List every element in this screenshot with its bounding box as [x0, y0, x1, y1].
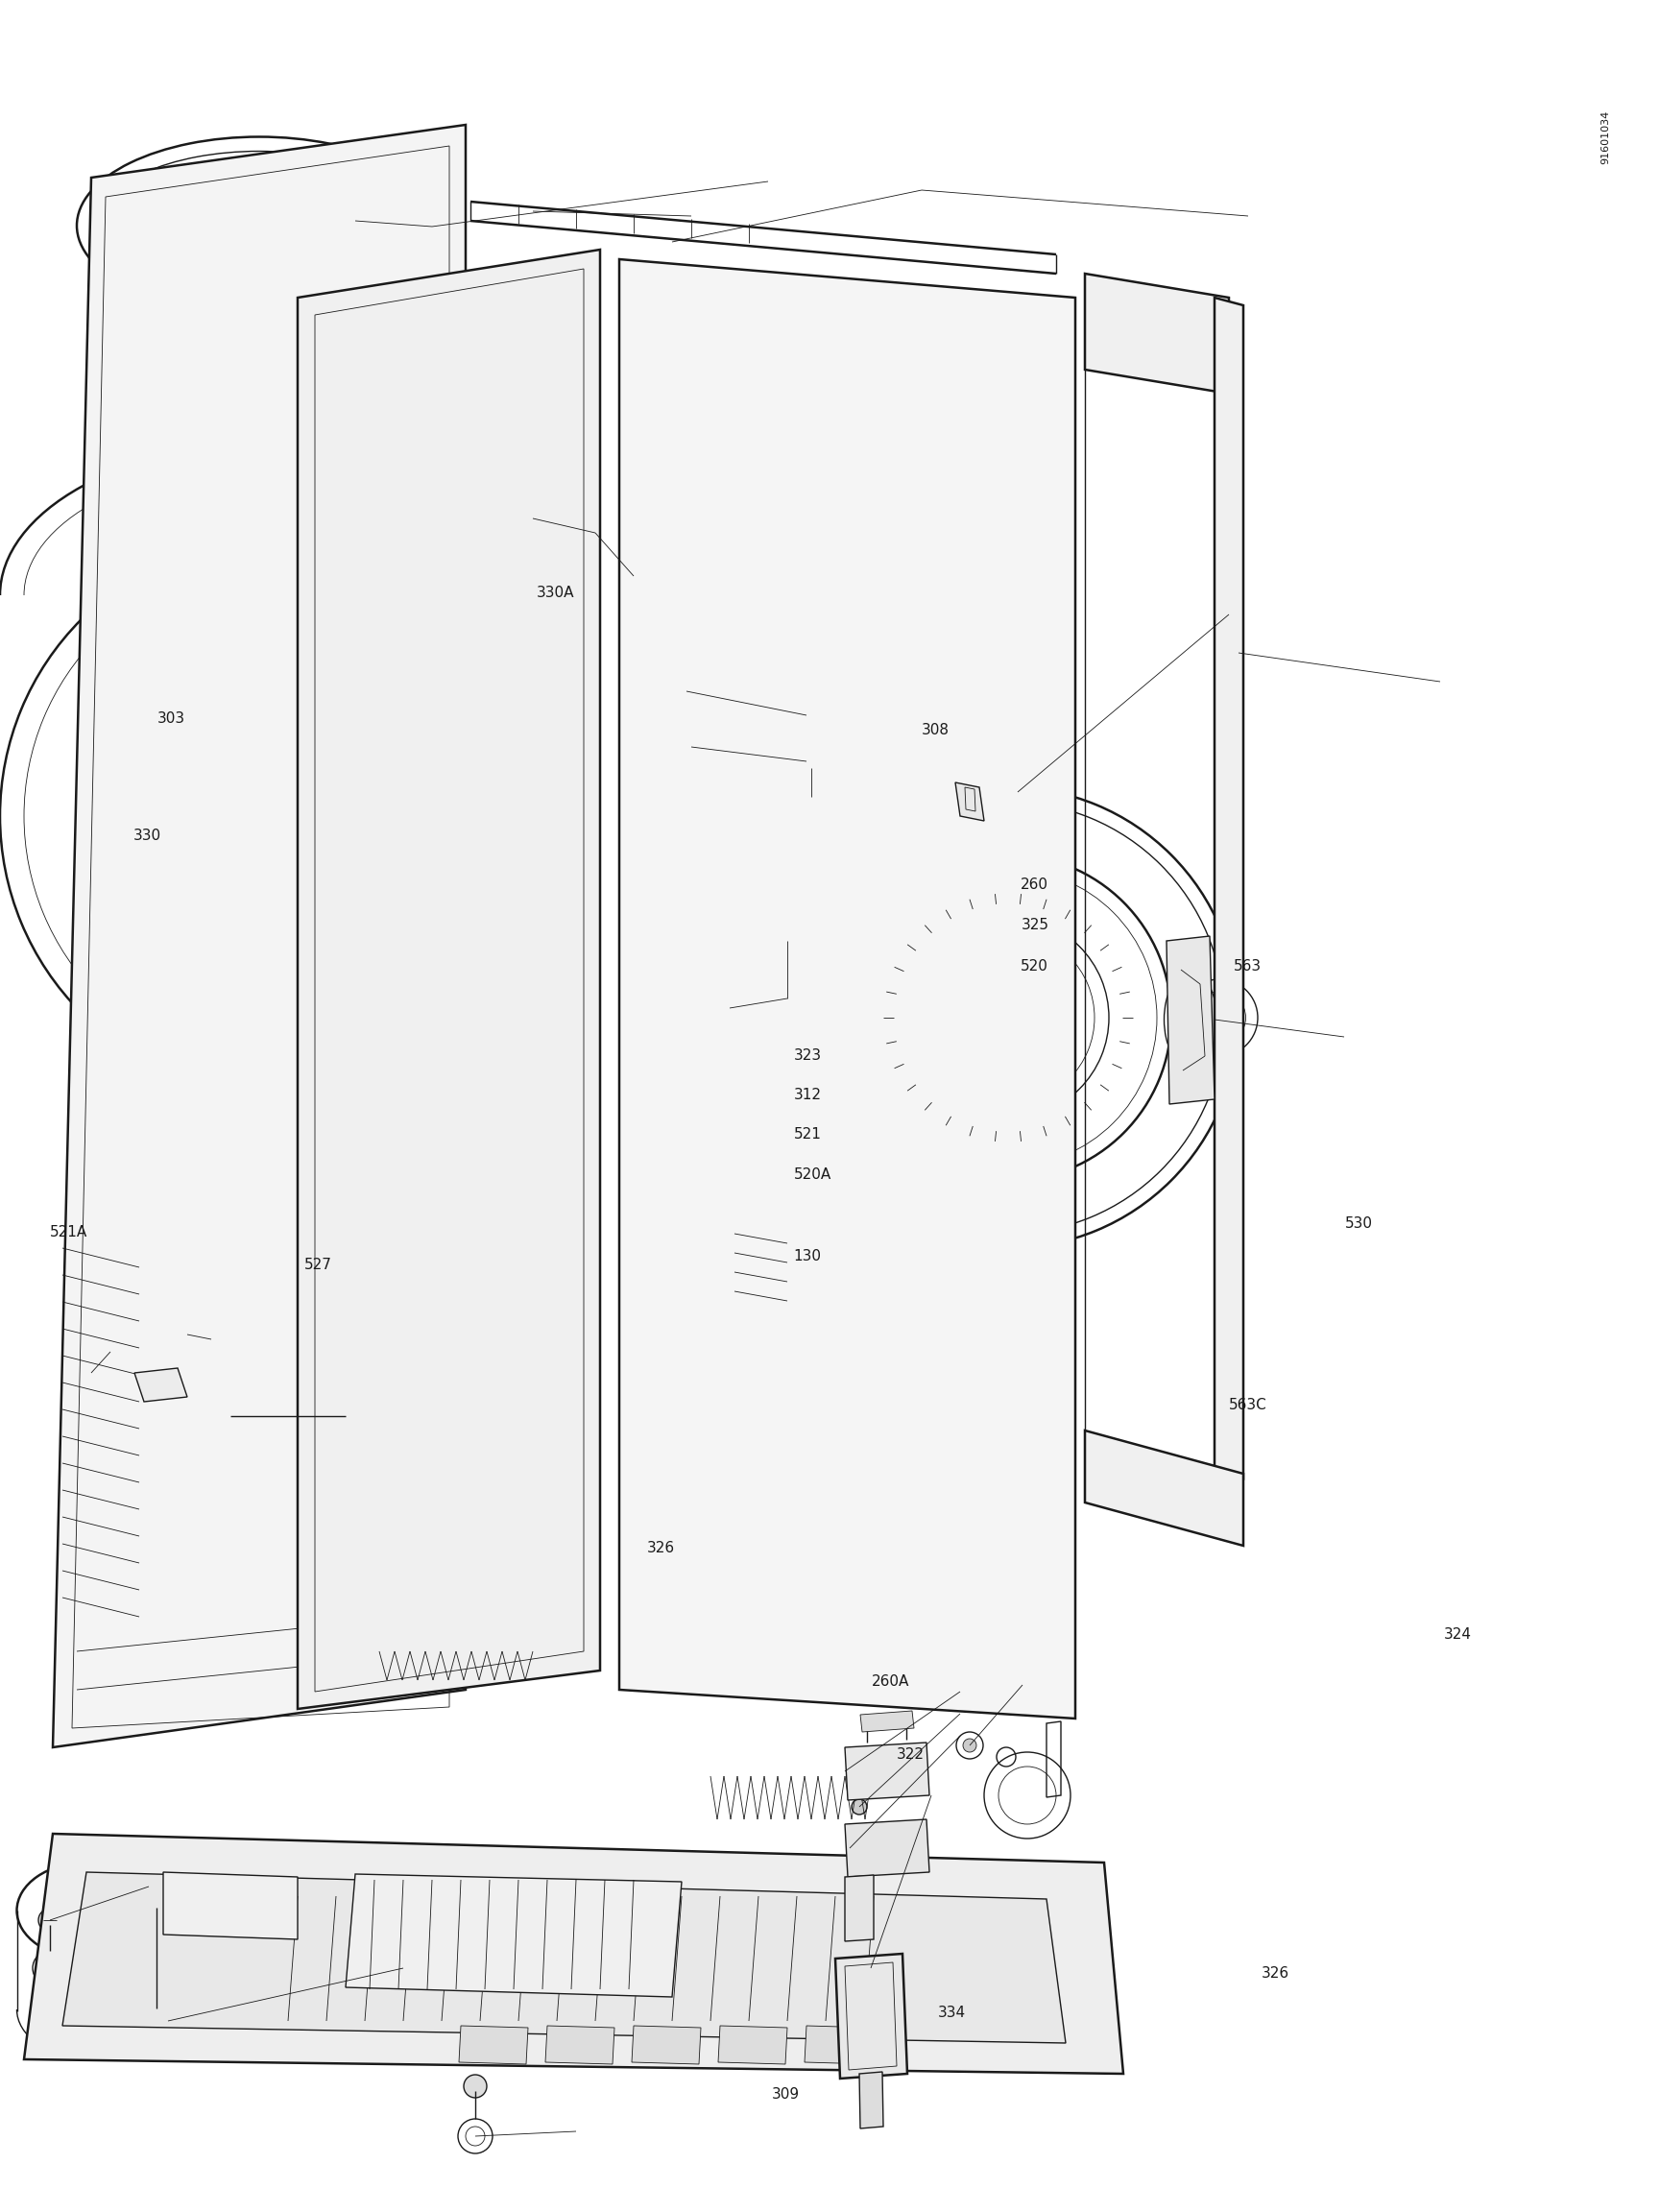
Polygon shape [163, 1871, 297, 1940]
Text: 91601034: 91601034 [1600, 111, 1610, 164]
Text: 563C: 563C [1228, 1398, 1267, 1411]
Circle shape [795, 743, 818, 765]
Polygon shape [845, 1818, 930, 1878]
Text: 563: 563 [1233, 960, 1262, 973]
Polygon shape [1086, 274, 1228, 394]
Polygon shape [954, 783, 984, 821]
Text: 521A: 521A [50, 1225, 88, 1239]
Polygon shape [1215, 299, 1243, 1478]
Text: 330A: 330A [536, 586, 574, 599]
Polygon shape [134, 1367, 188, 1402]
Text: 520A: 520A [793, 1168, 832, 1181]
Polygon shape [845, 1743, 930, 1801]
Polygon shape [719, 2026, 787, 2064]
Circle shape [852, 1798, 867, 1814]
Polygon shape [53, 124, 466, 1747]
Polygon shape [345, 1874, 682, 1997]
Text: 325: 325 [1021, 918, 1049, 931]
Text: 326: 326 [1262, 1966, 1290, 1980]
Text: 521: 521 [793, 1128, 822, 1141]
Polygon shape [860, 1710, 915, 1732]
Text: 324: 324 [1444, 1628, 1472, 1641]
Text: 520: 520 [1021, 960, 1049, 973]
Text: 334: 334 [938, 2006, 966, 2020]
Circle shape [463, 2075, 486, 2097]
Text: 527: 527 [304, 1259, 332, 1272]
Circle shape [963, 1739, 976, 1752]
Text: 130: 130 [793, 1250, 822, 1263]
Circle shape [38, 1909, 61, 1931]
Polygon shape [619, 259, 1076, 1719]
Text: 309: 309 [772, 2088, 800, 2101]
Polygon shape [546, 2026, 614, 2064]
Text: 323: 323 [793, 1048, 822, 1062]
Polygon shape [860, 2073, 883, 2128]
Polygon shape [845, 1876, 873, 1942]
Polygon shape [63, 1871, 1066, 2044]
Text: 330: 330 [133, 830, 161, 843]
Polygon shape [632, 2026, 701, 2064]
Polygon shape [835, 1953, 908, 2079]
Polygon shape [23, 1834, 1124, 2075]
Polygon shape [1167, 936, 1215, 1104]
Polygon shape [805, 2026, 873, 2064]
Text: 308: 308 [921, 723, 950, 737]
Text: 530: 530 [1345, 1217, 1373, 1230]
Text: 322: 322 [896, 1747, 925, 1761]
Polygon shape [297, 250, 599, 1710]
Text: 260A: 260A [872, 1674, 910, 1688]
Polygon shape [1086, 1431, 1243, 1546]
Text: 312: 312 [793, 1088, 822, 1102]
Text: 303: 303 [158, 712, 186, 726]
Text: 326: 326 [647, 1542, 676, 1555]
Text: 260: 260 [1021, 878, 1049, 891]
Polygon shape [458, 2026, 528, 2064]
